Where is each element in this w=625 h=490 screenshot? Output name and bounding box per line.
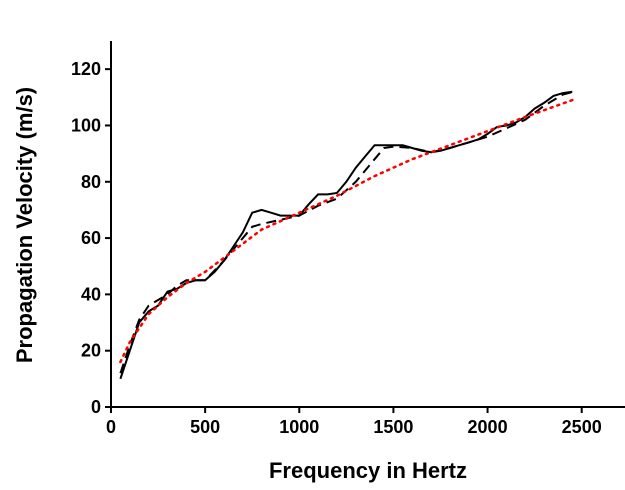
y-tick-label: 20: [81, 341, 101, 361]
y-tick-label: 100: [71, 115, 101, 135]
x-tick-label: 500: [190, 417, 220, 437]
y-axis-title: Propagation Velocity (m/s): [12, 87, 37, 363]
line-series: [119, 98, 574, 364]
x-tick-label: 2000: [468, 417, 508, 437]
y-tick-label: 0: [91, 397, 101, 417]
y-tick-label: 120: [71, 59, 101, 79]
x-tick-label: 0: [106, 417, 116, 437]
line-series: [119, 90, 573, 380]
y-tick-label: 80: [81, 172, 101, 192]
x-tick-label: 1500: [373, 417, 413, 437]
line-series: [119, 90, 575, 374]
y-tick-label: 60: [81, 228, 101, 248]
x-tick-label: 2500: [562, 417, 602, 437]
x-tick-label: 1000: [279, 417, 319, 437]
y-tick-label: 40: [81, 284, 101, 304]
x-axis-title: Frequency in Hertz: [269, 458, 467, 483]
